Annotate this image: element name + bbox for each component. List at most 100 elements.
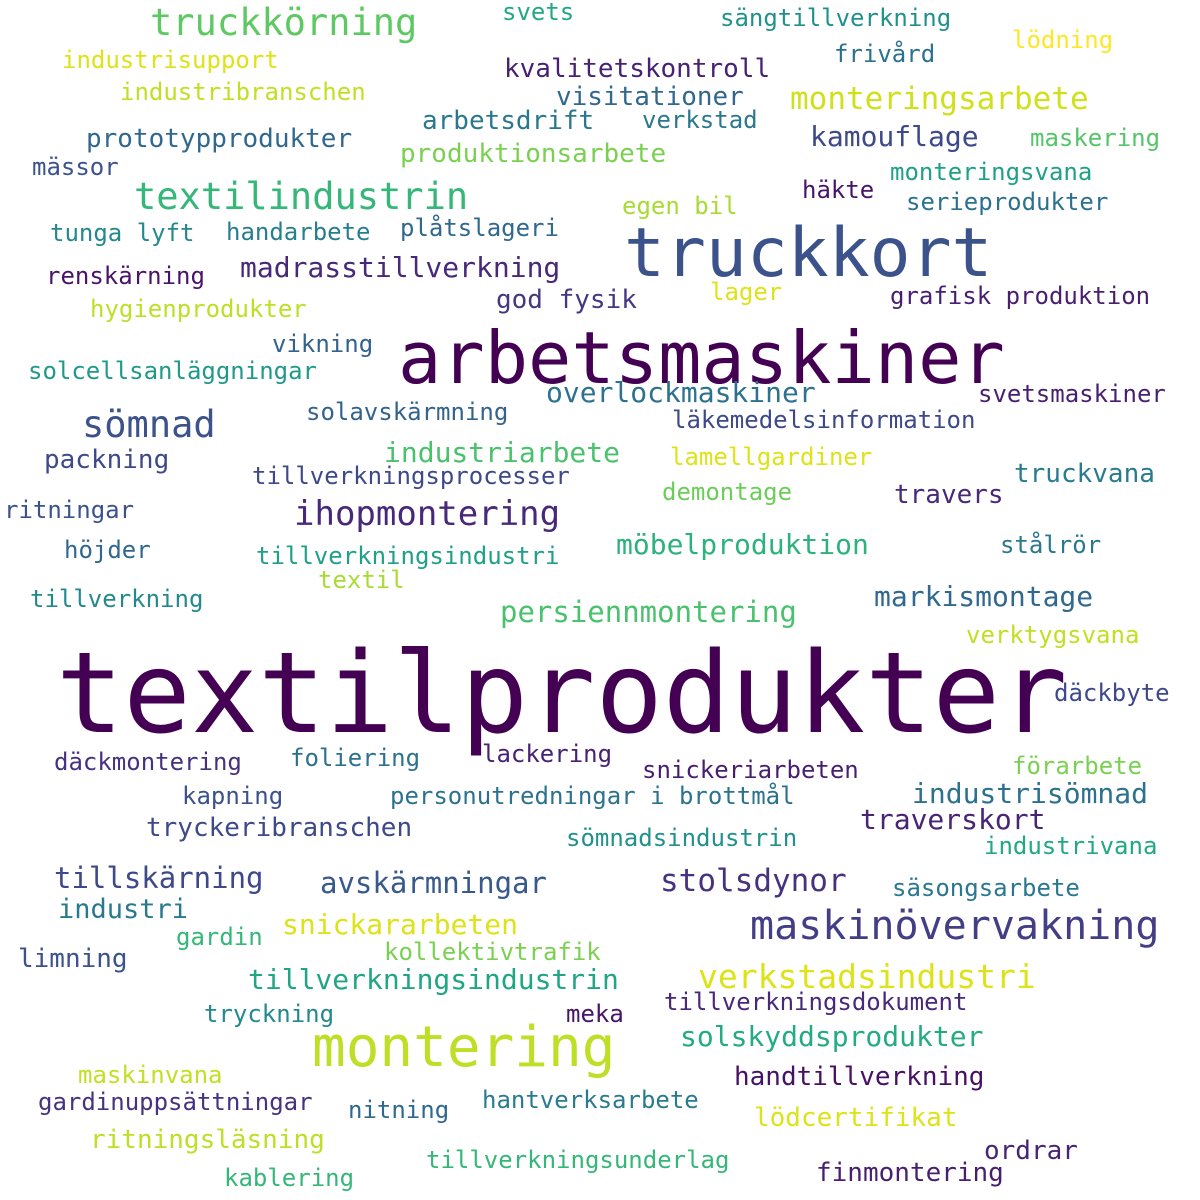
word-svets: svets [502, 0, 575, 26]
word-textilprodukter: textilprodukter [56, 629, 1068, 759]
word-kollektivtrafik: kollektivtrafik [384, 938, 601, 966]
word-frivard: frivård [834, 40, 936, 68]
word-visitationer: visitationer [556, 82, 744, 112]
word-overlockmaskiner: overlockmaskiner [546, 376, 816, 409]
word-foliering: foliering [290, 744, 421, 772]
word-somnad: sömnad [82, 403, 216, 446]
word-travers: travers [894, 480, 1004, 510]
word-platslageri: plåtslageri [400, 214, 559, 242]
word-massor: mässor [32, 153, 119, 181]
word-serieprodukter: serieprodukter [906, 188, 1109, 216]
word-verktygsvana: verktygsvana [966, 621, 1140, 649]
word-stolsdynor: stolsdynor [660, 863, 847, 899]
word-arbetsdrift: arbetsdrift [422, 106, 595, 136]
word-avskarmningar: avskärmningar [320, 866, 547, 900]
word-handarbete: handarbete [226, 218, 371, 246]
word-grafisk-produktion: grafisk produktion [890, 282, 1151, 310]
word-egen-bil: egen bil [622, 192, 738, 220]
word-solavskarmning: solavskärmning [306, 398, 509, 426]
word-stalror: stålrör [1000, 531, 1102, 559]
word-maskinovervakning: maskinövervakning [750, 903, 1160, 949]
word-forarbete: förarbete [1012, 752, 1143, 780]
word-lamellgardiner: lamellgardiner [670, 443, 873, 471]
word-ritningslasning: ritningsläsning [90, 1125, 325, 1155]
word-kamouflage: kamouflage [810, 120, 979, 153]
word-tryckeribranschen: tryckeribranschen [146, 813, 413, 843]
word-gardinuppsattningar: gardinuppsättningar [38, 1088, 313, 1116]
word-maskering: maskering [1030, 124, 1161, 152]
word-montering: montering [312, 1015, 616, 1080]
word-solcellsanlaggningar: solcellsanläggningar [28, 357, 317, 385]
word-ihopmontering: ihopmontering [294, 494, 561, 534]
word-nitning: nitning [348, 1096, 450, 1124]
word-somnadsindustrin: sömnadsindustrin [566, 824, 798, 852]
word-madrasstillverkning: madrasstillverkning [240, 251, 561, 284]
word-lager: lager [710, 278, 783, 306]
word-industrivana: industrivana [984, 832, 1158, 860]
word-tunga-lyft: tunga lyft [50, 219, 195, 247]
word-dackmontering: däckmontering [54, 748, 242, 776]
word-tillverkning: tillverkning [30, 585, 204, 613]
word-finmontering: finmontering [816, 1158, 1004, 1188]
word-monteringsarbete: monteringsarbete [790, 81, 1089, 117]
word-tillverkningsprocesser: tillverkningsprocesser [252, 462, 570, 490]
word-persiennmontering: persiennmontering [500, 595, 797, 629]
word-sangtillverkning: sängtillverkning [720, 4, 952, 32]
word-lakemedelsinformation: läkemedelsinformation [672, 406, 976, 434]
word-maskinvana: maskinvana [78, 1061, 223, 1089]
word-snickeriarbeten: snickeriarbeten [642, 756, 859, 784]
word-tillskarning: tillskärning [54, 861, 264, 895]
word-ritningar: ritningar [4, 496, 135, 524]
word-meka: meka [566, 1000, 624, 1028]
word-verkstadsindustri: verkstadsindustri [698, 957, 1036, 996]
word-textilindustrin: textilindustrin [134, 175, 469, 218]
word-solskyddsprodukter: solskyddsprodukter [680, 1020, 984, 1053]
word-truckkort: truckkort [624, 214, 993, 293]
word-demontage: demontage [662, 478, 793, 506]
word-svetsmaskiner: svetsmaskiner [978, 380, 1166, 408]
word-tillverkningsunderlag: tillverkningsunderlag [426, 1146, 730, 1174]
word-vikning: vikning [272, 330, 374, 358]
word-traverskort: traverskort [860, 803, 1046, 836]
word-verkstad: verkstad [642, 106, 758, 134]
word-markismontage: markismontage [874, 580, 1094, 613]
word-lackering: lackering [482, 740, 613, 768]
word-industrisomnad: industrisömnad [912, 777, 1149, 810]
word-handtillverkning: handtillverkning [734, 1062, 985, 1092]
word-industri: industri [58, 894, 189, 925]
word-hojder: höjder [64, 536, 151, 564]
word-tillverkningsdokument: tillverkningsdokument [664, 988, 968, 1016]
word-arbetsmaskiner: arbetsmaskiner [398, 316, 1005, 400]
word-gardin: gardin [176, 923, 263, 951]
word-lodning: lödning [1012, 26, 1114, 54]
word-produktionsarbete: produktionsarbete [400, 139, 667, 169]
word-industriarbete: industriarbete [384, 436, 621, 469]
word-kapning: kapning [182, 782, 284, 810]
word-truckvana: truckvana [1014, 459, 1155, 489]
word-limning: limning [18, 944, 128, 974]
word-kvalitetskontroll: kvalitetskontroll [504, 54, 771, 84]
word-hakte: häkte [802, 176, 875, 204]
word-ordrar: ordrar [984, 1136, 1078, 1166]
word-prototypprodukter: prototypprodukter [86, 124, 353, 154]
word-monteringsvana: monteringsvana [890, 158, 1093, 186]
word-sasongsarbete: säsongsarbete [892, 874, 1080, 902]
word-hygienprodukter: hygienprodukter [90, 295, 307, 323]
word-tryckning: tryckning [204, 1000, 335, 1028]
word-truckkorning: truckkörning [150, 1, 418, 44]
word-industribranschen: industribranschen [120, 78, 366, 106]
word-mobelproduktion: möbelproduktion [616, 528, 869, 561]
word-dackbyte: däckbyte [1054, 679, 1170, 707]
word-lodcertifikat: lödcertifikat [754, 1103, 958, 1133]
word-god-fysik: god fysik [496, 285, 637, 315]
word-kablering: kablering [224, 1164, 355, 1192]
word-personutredningar: personutredningar i brottmål [390, 782, 795, 810]
word-tillverkningsindustrin: tillverkningsindustrin [248, 963, 619, 996]
word-snickararbeten: snickararbeten [282, 908, 519, 941]
word-packning: packning [44, 445, 170, 475]
word-industrisupport: industrisupport [62, 46, 279, 74]
word-hantverksarbete: hantverksarbete [482, 1086, 699, 1114]
word-renskarning: renskärning [46, 262, 205, 290]
word-textil: textil [318, 566, 405, 594]
